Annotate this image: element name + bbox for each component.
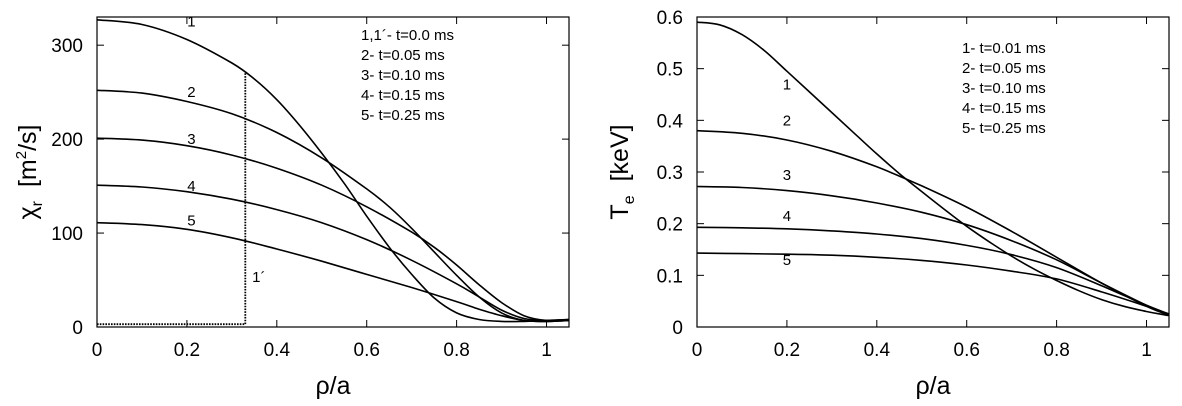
chi-r-curve-label-3: 3 [187,131,195,148]
te-series-3-line [696,185,1170,315]
chi-r-y-units: [m [14,159,42,187]
te-y-tick-label: 0.2 [657,215,683,236]
chi-r-ticks: 0 0.2 0.4 0.6 0.8 1 0 100 200 300 [51,17,569,361]
chi-r-legend-entry: 4- t=0.15 ms [361,87,445,104]
chi-r-series-6-line [97,71,247,326]
te-x-tick-label: 1 [1141,340,1152,361]
chi-r-y-tick-label: 300 [51,36,83,57]
te-y-tick-label: 0.3 [657,163,683,184]
te-legend-entry: 1- t=0.01 ms [962,40,1046,57]
te-y-axis-label: Te [keV] [606,124,638,219]
chi-r-y-tick-label: 0 [72,318,83,339]
chi-r-x-tick-label: 1 [541,340,552,361]
te-series-4-line [696,226,1170,315]
te-x-tick-label: 0.2 [774,340,800,361]
te-curve-label-4: 4 [783,208,791,225]
te-panel: 0 0.2 0.4 0.6 0.8 100.10.20.30.40.50.6 12345 … [606,8,1170,400]
chi-r-series-1-line [96,19,570,323]
chi-r-x-tick-label: 0.8 [443,340,469,361]
chi-r-curve-label-4: 4 [187,178,195,195]
te-series-1-line [696,21,1170,317]
te-legend-entry: 4- t=0.15 ms [962,100,1046,117]
te-y-subscript: e [621,195,638,204]
chi-r-series-2-line [96,89,570,323]
chi-r-y-units-post: /s] [14,125,42,151]
chi-r-y-tick-label: 100 [51,224,83,245]
te-curve-label-3: 3 [783,167,791,184]
chi-r-y-axis-label: χr [m2/s] [13,125,46,220]
chi-r-x-tick-label: 0.4 [264,340,291,361]
chi-r-legend: 1,1´- t=0.0 ms 2- t=0.05 ms 3- t=0.10 ms… [361,27,454,124]
chi-r-legend-entry: 2- t=0.05 ms [361,47,445,64]
te-x-axis-label: ρ/a [915,372,950,400]
chi-r-legend-entry: 1,1´- t=0.0 ms [361,27,454,44]
te-y-tick-label: 0 [672,318,683,339]
te-curve-label-1: 1 [783,76,791,93]
chi-r-y-units-sup: 2 [13,151,30,159]
chi-r-panel: 0 0.2 0.4 0.6 0.8 1 0 100 200 300 1 2 3 4 5 1´ 1,1´- t… [13,13,570,400]
chi-r-legend-entry: 5- t=0.25 ms [361,107,445,124]
te-x-tick-label: 0 [692,340,703,361]
chi-r-series-4-line [96,184,570,322]
te-legend: 1- t=0.01 ms 2- t=0.05 ms 3- t=0.10 ms 4… [962,40,1046,137]
chi-r-curve-label-1: 1 [187,13,195,30]
chi-r-curves [96,19,570,326]
chi-r-x-tick-label: 0.6 [354,340,380,361]
te-y-symbol: T [606,204,634,219]
chi-r-curve-label-6: 1´ [252,269,265,286]
te-series-5-line [696,252,1170,315]
te-legend-entry: 3- t=0.10 ms [962,80,1046,97]
te-x-tick-label: 0.6 [954,340,980,361]
te-y-tick-label: 0.1 [657,266,683,287]
te-curve-label-2: 2 [783,113,791,130]
te-curve-label-5: 5 [783,252,791,269]
te-curve-labels: 1 2 3 4 5 [783,76,791,269]
chi-r-x-tick-label: 0 [92,340,103,361]
te-curves [696,21,1170,317]
te-legend-entry: 5- t=0.25 ms [962,120,1046,137]
te-y-tick-label: 0.6 [657,8,683,29]
te-ticks: 0 0.2 0.4 0.6 0.8 1 0 0.1 0.2 0.3 0.4 0.5 0.6 [657,8,1169,361]
chi-r-y-symbol: χ [14,206,42,219]
chi-r-y-tick-label: 200 [51,130,83,151]
chi-r-curve-label-5: 5 [187,213,195,230]
te-legend-entry: 2- t=0.05 ms [962,60,1046,77]
te-x-tick-label: 0.8 [1043,340,1069,361]
chi-r-plot-frame [96,16,570,328]
chi-r-series-3-line [96,137,570,322]
te-y-tick-label: 0.5 [657,60,683,81]
chi-r-y-subscript: r [29,200,46,206]
chi-r-x-tick-label: 0.2 [174,340,200,361]
chi-r-series-5-line [96,221,570,323]
te-y-units: [keV] [606,124,634,181]
te-y-tick-label: 0.4 [657,111,684,132]
chi-r-legend-entry: 3- t=0.10 ms [361,67,445,84]
te-x-tick-label: 0.4 [864,340,891,361]
chi-r-x-axis-label: ρ/a [315,372,350,400]
te-series-2-line [696,129,1170,316]
chi-r-curve-labels: 1 2 3 4 5 1´ [187,13,265,286]
chi-r-curve-label-2: 2 [187,84,195,101]
